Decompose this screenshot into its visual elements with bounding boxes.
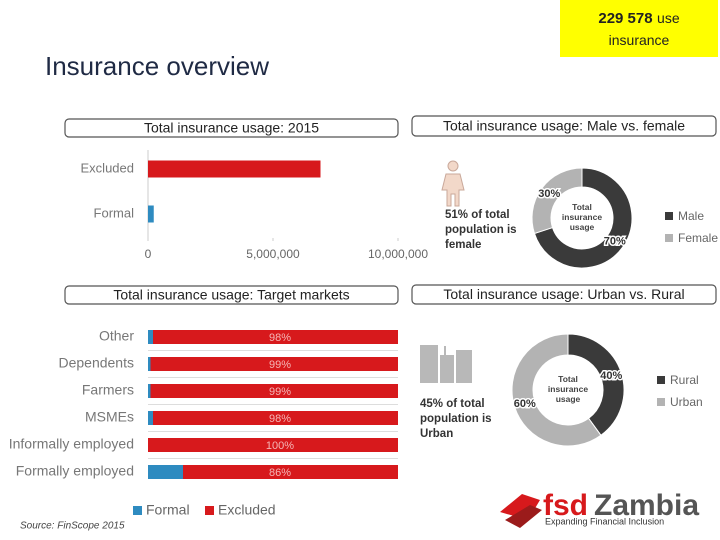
donut-segment (567, 333, 625, 437)
chart-title-box (64, 118, 399, 138)
legend-swatch (665, 212, 673, 220)
chart-title-box (411, 284, 717, 305)
value-label: 98% (269, 413, 291, 425)
chart-title: Total insurance usage: Male vs. female (443, 118, 685, 134)
donut-segment (531, 167, 583, 235)
y-tick-label: Dependents (58, 355, 134, 371)
bar (148, 205, 154, 223)
logo-part1: fsd (543, 489, 588, 522)
y-tick-label: Other (99, 328, 134, 344)
donut-center-label: Total insurance usage (561, 202, 603, 232)
legend-swatch (205, 506, 214, 515)
bar-segment (183, 465, 398, 479)
building-icon (420, 345, 472, 383)
bar-segment (148, 438, 398, 452)
y-tick-label: Excluded (81, 160, 134, 175)
donut-center-label: Total insurance usage (547, 374, 589, 404)
logo-icon (500, 494, 542, 528)
y-tick-label: Formally employed (16, 463, 134, 479)
slide-title: Insurance overview (45, 51, 269, 81)
bar-segment (153, 411, 398, 425)
bar-segment (148, 357, 151, 371)
bar-segment (148, 330, 153, 344)
bar-segment (150, 357, 398, 371)
annotation: 51% of total population is female (445, 209, 517, 251)
value-label: 86% (269, 467, 291, 479)
legend-swatch (665, 234, 673, 242)
donut-segment (533, 167, 633, 269)
bar (148, 160, 321, 178)
legend-label: Female (678, 231, 718, 245)
legend-swatch (657, 398, 665, 406)
bar-segment (153, 330, 398, 344)
chart-title: Total insurance usage: Target markets (113, 287, 349, 303)
value-label: 99% (269, 359, 291, 371)
bar-segment (148, 411, 153, 425)
bar-segment (150, 384, 398, 398)
value-label: 98% (269, 332, 291, 344)
bar-segment (148, 384, 151, 398)
person-icon (441, 160, 465, 207)
value-label: 60% (514, 398, 536, 410)
donut-segment (511, 333, 602, 447)
y-tick-label: Informally employed (9, 436, 134, 452)
chart-title: Total insurance usage: Urban vs. Rural (443, 286, 684, 302)
chart-title-box (411, 115, 717, 137)
highlight-value: 229 578 (598, 10, 653, 27)
legend-label: Rural (670, 373, 699, 387)
value-label: 70% (604, 236, 626, 248)
legend-swatch (657, 376, 665, 384)
highlight-box: 229 578 use insurance (560, 0, 718, 57)
x-tick-label: 5,000,000 (246, 247, 300, 261)
value-label: 99% (269, 386, 291, 398)
y-tick-label: MSMEs (85, 409, 134, 425)
annotation: 45% of total population is Urban (420, 398, 492, 440)
value-label: 30% (538, 188, 560, 200)
x-tick-label: 10,000,000 (368, 247, 428, 261)
highlight-text: insurance (608, 32, 670, 48)
y-tick-label: Farmers (82, 382, 134, 398)
legend-swatch (133, 506, 142, 515)
highlight-text: use (657, 10, 680, 26)
legend-label: Formal (146, 502, 190, 518)
bar-segment (148, 465, 183, 479)
y-tick-label: Formal (94, 205, 135, 220)
logo-part2: Zambia (594, 489, 699, 522)
chart-title-box (64, 285, 399, 305)
x-tick-label: 0 (145, 247, 152, 261)
value-label: 100% (266, 440, 294, 452)
source: Source: FinScope 2015 (20, 521, 125, 532)
logo-tagline: Expanding Financial Inclusion (545, 516, 664, 526)
legend-label: Excluded (218, 502, 276, 518)
legend-label: Urban (670, 395, 703, 409)
chart-title: Total insurance usage: 2015 (144, 120, 319, 136)
value-label: 40% (600, 370, 622, 382)
legend-label: Male (678, 209, 704, 223)
